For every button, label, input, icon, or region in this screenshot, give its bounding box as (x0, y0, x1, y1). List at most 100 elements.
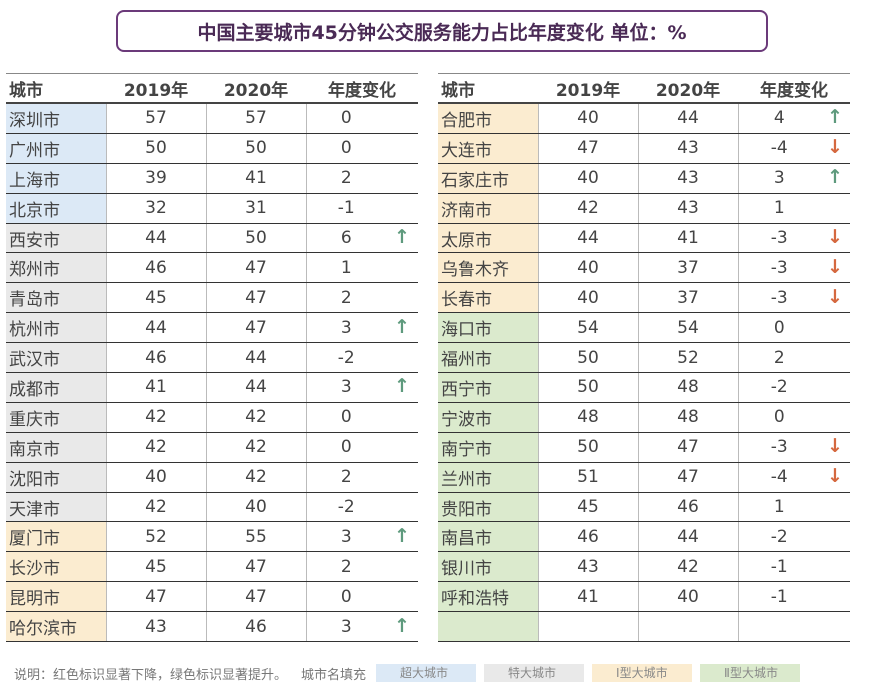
change-cell: 1 (305, 252, 386, 284)
value-2019-cell (537, 611, 638, 643)
city-cell: 宁波市 (438, 402, 538, 433)
table-row: 西宁市 50 48 -2 (438, 372, 850, 403)
value-2019-cell: 46 (105, 342, 206, 374)
arrow-up-icon: ↑ (394, 614, 410, 637)
trend-cell (820, 342, 850, 374)
header-city: 城市 (438, 73, 538, 104)
change-cell: 1 (737, 193, 820, 224)
trend-cell: ↑ (386, 223, 418, 254)
value-2019-cell: 43 (537, 551, 638, 583)
trend-cell (386, 342, 418, 374)
table-row: 重庆市 42 42 0 (6, 402, 418, 433)
value-2019-cell: 51 (537, 462, 638, 493)
city-cell: 太原市 (438, 223, 538, 254)
city-cell: 南京市 (6, 432, 106, 463)
arrow-down-icon: ↓ (827, 226, 843, 248)
city-cell: 海口市 (438, 312, 538, 344)
value-2019-cell: 52 (105, 521, 206, 553)
city-cell: 南宁市 (438, 432, 538, 463)
value-2020-cell: 46 (205, 611, 306, 643)
value-2019-cell: 46 (537, 521, 638, 553)
value-2019-cell: 39 (105, 163, 206, 194)
trend-cell (820, 551, 850, 583)
value-2019-cell: 45 (537, 492, 638, 523)
value-2020-cell: 52 (637, 342, 738, 374)
value-2020-cell: 46 (637, 492, 738, 523)
table-row: 长沙市 45 47 2 (6, 551, 418, 583)
trend-cell: ↓ (820, 133, 850, 164)
value-2020-cell: 47 (205, 581, 306, 613)
change-cell: 0 (737, 312, 820, 344)
trend-cell: ↑ (820, 163, 850, 194)
value-2020-cell: 47 (637, 462, 738, 493)
value-2019-cell: 40 (537, 163, 638, 194)
value-2019-cell: 44 (105, 312, 206, 344)
value-2019-cell: 44 (537, 223, 638, 254)
arrow-down-icon: ↓ (827, 136, 843, 159)
table-row: 沈阳市 40 42 2 (6, 462, 418, 493)
value-2020-cell: 47 (205, 252, 306, 284)
city-cell: 长沙市 (6, 551, 106, 583)
change-cell: 3 (737, 163, 820, 194)
value-2020-cell: 50 (205, 223, 306, 254)
value-2020-cell: 40 (637, 581, 738, 613)
legend-swatch-type1: Ⅰ型大城市 (592, 664, 693, 682)
table-row: 西安市 44 50 6 ↑ (6, 223, 418, 254)
table-row: 北京市 32 31 -1 (6, 193, 418, 224)
change-cell: 0 (737, 402, 820, 433)
change-cell: 0 (305, 432, 386, 463)
arrow-up-icon: ↑ (394, 375, 410, 398)
trend-cell (386, 462, 418, 493)
change-cell: 3 (305, 611, 386, 643)
value-2019-cell: 42 (105, 402, 206, 433)
value-2020-cell: 55 (205, 521, 306, 553)
trend-cell (386, 432, 418, 463)
value-2020-cell: 54 (637, 312, 738, 344)
table-header-row: 城市 2019年 2020年 年度变化 (6, 73, 418, 104)
header-2019: 2019年 (106, 73, 206, 104)
value-2020-cell: 57 (205, 103, 306, 134)
trend-cell (820, 193, 850, 224)
change-cell: -1 (737, 581, 820, 613)
trend-cell: ↑ (386, 521, 418, 553)
table-row: 福州市 50 52 2 (438, 342, 850, 374)
change-cell: -3 (737, 282, 820, 314)
value-2020-cell: 50 (205, 133, 306, 164)
city-cell: 石家庄市 (438, 163, 538, 194)
trend-cell: ↑ (820, 103, 850, 134)
legend-swatch-super: 超大城市 (376, 664, 477, 682)
value-2020-cell: 44 (205, 342, 306, 374)
table-right: 城市 2019年 2020年 年度变化 合肥市 40 44 4 ↑ 大连市 47 43 -4 ↓ 石… (438, 73, 850, 643)
change-cell: 3 (305, 521, 386, 553)
table-left: 城市 2019年 2020年 年度变化 深圳市 57 57 0 广州市 50 50 0 上海市 3… (6, 73, 418, 643)
value-2019-cell: 50 (537, 342, 638, 374)
city-cell: 武汉市 (6, 342, 106, 374)
legend-note: 说明：红色标识显著下降，绿色标识显著提升。 (14, 667, 288, 683)
value-2020-cell: 42 (205, 402, 306, 433)
change-cell: -4 (737, 462, 820, 493)
trend-cell (820, 312, 850, 344)
trend-cell: ↓ (820, 462, 850, 493)
value-2020-cell: 40 (205, 492, 306, 523)
trend-cell: ↑ (386, 372, 418, 403)
city-cell: 西宁市 (438, 372, 538, 403)
table-row: 天津市 42 40 -2 (6, 492, 418, 523)
table-row: 长春市 40 37 -3 ↓ (438, 282, 850, 314)
header-city: 城市 (6, 73, 106, 104)
trend-cell: ↓ (820, 223, 850, 254)
table-row: 呼和浩特 41 40 -1 (438, 581, 850, 613)
trend-cell (820, 611, 850, 643)
table-row: 南京市 42 42 0 (6, 432, 418, 463)
value-2019-cell: 41 (105, 372, 206, 403)
trend-cell (820, 521, 850, 553)
value-2019-cell: 48 (537, 402, 638, 433)
table-row: 昆明市 47 47 0 (6, 581, 418, 613)
table-header-row: 城市 2019年 2020年 年度变化 (438, 73, 850, 104)
change-cell: 3 (305, 372, 386, 403)
table-row: 武汉市 46 44 -2 (6, 342, 418, 374)
change-cell: 6 (305, 223, 386, 254)
value-2019-cell: 44 (105, 223, 206, 254)
value-2019-cell: 40 (537, 282, 638, 314)
city-cell: 福州市 (438, 342, 538, 374)
trend-cell (820, 402, 850, 433)
